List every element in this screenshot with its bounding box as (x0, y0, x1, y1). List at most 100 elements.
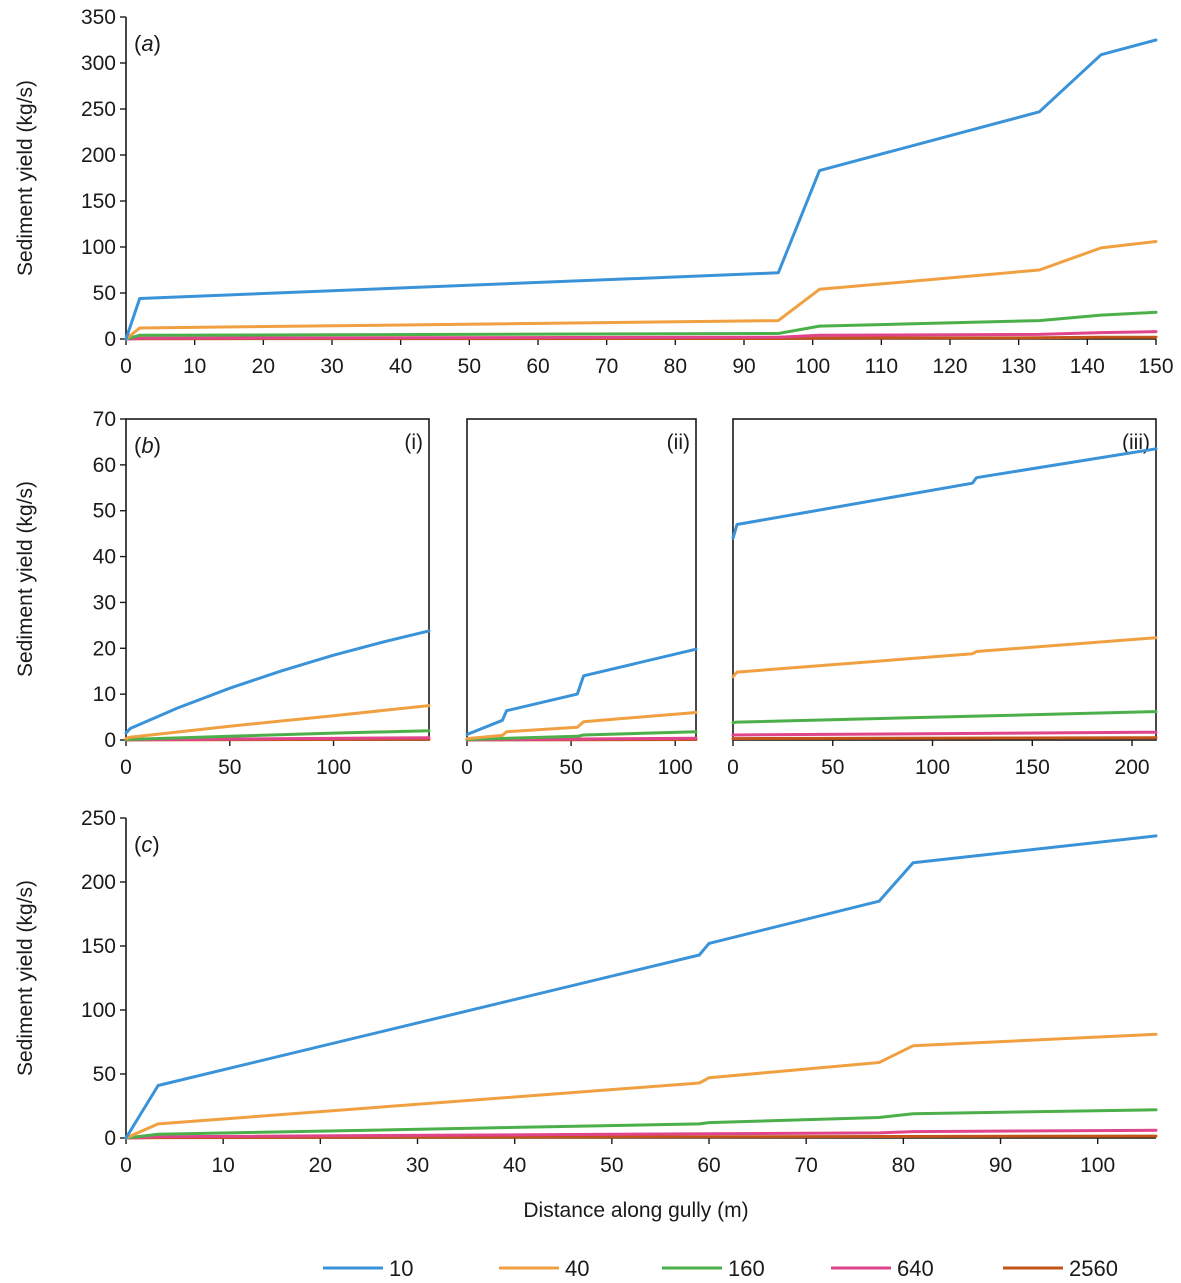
x-axis-title: Distance along gully (m) (523, 1199, 748, 1222)
panel-b-i: 0 10 20 30 40 50 60 70 0 50 100 Sediment yield (kg/… (14, 408, 431, 779)
series-line-2560 (731, 736, 1158, 741)
series-line-40 (124, 1032, 1158, 1140)
y-tick-label: 250 (81, 807, 116, 830)
x-tick-label: 100 (795, 355, 830, 378)
y-tick-label: 350 (81, 6, 116, 29)
y-tick-label: 50 (93, 500, 116, 523)
x-tick-label: 60 (697, 1154, 720, 1177)
y-tick-label: 30 (93, 591, 116, 614)
panel-label-open: ( (134, 31, 142, 56)
series-line-160 (731, 710, 1158, 725)
x-tick-label: 90 (732, 355, 755, 378)
x-tick-label: 70 (795, 1154, 818, 1177)
x-tick-label: 0 (120, 756, 132, 779)
y-tick-label: 100 (81, 236, 116, 259)
y-tick-label: 40 (93, 546, 116, 569)
x-tick-label: 110 (865, 355, 898, 378)
series-line-10 (124, 629, 431, 735)
x-tick-label: 10 (183, 355, 206, 378)
y-axis-title: Sediment yield (kg/s) (14, 80, 37, 276)
y-tick-label: 60 (93, 454, 116, 477)
series-line-160 (124, 1108, 1158, 1140)
x-tick-label: 80 (892, 1154, 915, 1177)
panel-label-letter: b (141, 433, 153, 458)
panel-b-ii: 0 50 100 (ii) (461, 418, 698, 779)
series-line-160 (124, 310, 1158, 341)
x-tick-label: 40 (503, 1154, 526, 1177)
y-tick-label: 0 (104, 729, 116, 752)
x-tick-label: 80 (664, 355, 687, 378)
y-tick-label: 300 (81, 52, 116, 75)
x-tick-label: 10 (211, 1154, 234, 1177)
legend-label: 640 (897, 1256, 934, 1281)
y-axis-title: Sediment yield (kg/s) (14, 880, 37, 1076)
panel-frame (466, 418, 697, 741)
x-tick-label: 140 (1070, 355, 1105, 378)
series-line-640 (731, 730, 1158, 737)
panel-label-close: ) (152, 832, 159, 857)
x-tick-label: 30 (406, 1154, 429, 1177)
x-tick-label: 150 (1138, 355, 1173, 378)
legend-label: 10 (389, 1256, 413, 1281)
subpanel-label: (i) (404, 431, 423, 454)
series-line-10 (124, 38, 1158, 341)
panel-label-open: ( (134, 433, 142, 458)
series-line-160 (124, 729, 431, 741)
y-tick-label: 150 (81, 935, 116, 958)
series-line-10 (124, 834, 1158, 1140)
y-axis-title: Sediment yield (kg/s) (14, 481, 37, 677)
y-tick-label: 250 (81, 98, 116, 121)
panel-label-letter: a (141, 31, 153, 56)
series-line-40 (465, 711, 698, 741)
y-tick-label: 100 (81, 999, 116, 1022)
panel-label: (a) (134, 31, 161, 56)
legend: 10 40 160 640 2560 (323, 1256, 1118, 1281)
x-tick-label: 40 (389, 355, 412, 378)
panel-frame (732, 418, 1157, 741)
x-tick-label: 50 (821, 756, 844, 779)
x-tick-label: 120 (932, 355, 967, 378)
y-tick-label: 0 (104, 1127, 116, 1150)
panel-label: (c) (134, 832, 160, 857)
x-tick-label: 60 (526, 355, 549, 378)
y-tick-label: 200 (81, 144, 116, 167)
legend-label: 2560 (1069, 1256, 1118, 1281)
x-tick-label: 100 (1080, 1154, 1115, 1177)
series-line-640 (124, 736, 431, 742)
x-tick-label: 0 (727, 756, 739, 779)
x-tick-label: 0 (120, 355, 132, 378)
panel-label-close: ) (154, 31, 161, 56)
panel-b-iii: 0 50 100 150 200 (iii) (727, 418, 1158, 779)
subpanel-label: (ii) (667, 431, 690, 454)
series-line-10 (465, 647, 698, 736)
panel-label-close: ) (154, 433, 161, 458)
x-tick-label: 150 (1015, 756, 1050, 779)
legend-label: 160 (728, 1256, 765, 1281)
x-tick-label: 20 (309, 1154, 332, 1177)
x-tick-label: 100 (658, 756, 693, 779)
series-line-640 (124, 1128, 1158, 1140)
series-line-640 (124, 330, 1158, 341)
x-tick-label: 50 (600, 1154, 623, 1177)
series-line-40 (731, 636, 1158, 679)
x-tick-label: 50 (218, 756, 241, 779)
y-tick-label: 10 (93, 683, 116, 706)
x-tick-label: 0 (120, 1154, 132, 1177)
legend-label: 40 (565, 1256, 589, 1281)
y-tick-label: 20 (93, 637, 116, 660)
x-tick-label: 100 (316, 756, 351, 779)
y-tick-label: 50 (93, 282, 116, 305)
series-line-40 (124, 240, 1158, 341)
panel-label: (b) (134, 433, 161, 458)
x-tick-label: 130 (1001, 355, 1036, 378)
panel-a: 0 50 100 150 200 250 300 350 0 10 20 30 40 50 60 70 80 90… (14, 6, 1174, 378)
x-tick-label: 0 (461, 756, 473, 779)
panel-label-open: ( (134, 832, 142, 857)
y-tick-label: 0 (104, 328, 116, 351)
x-tick-label: 200 (1115, 756, 1150, 779)
series-line-10 (731, 447, 1158, 540)
subpanel-label: (iii) (1122, 431, 1150, 454)
y-tick-label: 50 (93, 1063, 116, 1086)
